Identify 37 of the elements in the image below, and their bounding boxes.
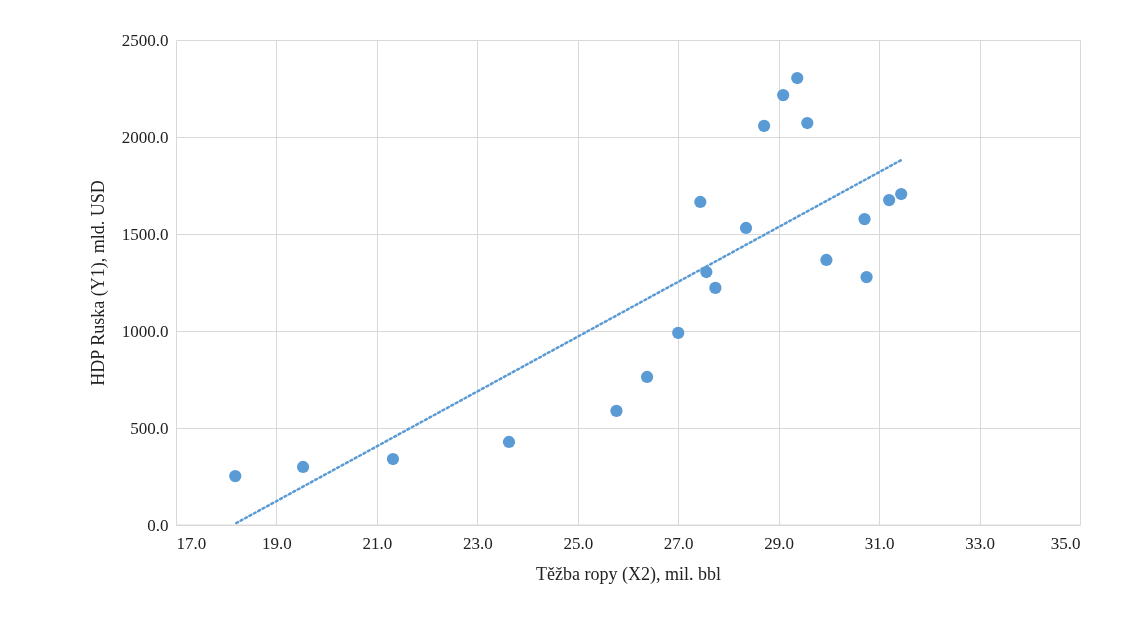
point <box>694 195 707 209</box>
y-tick-label: 500.0 <box>130 418 169 438</box>
x-tick-label: 27.0 <box>663 533 694 553</box>
point <box>858 212 871 226</box>
point <box>739 221 753 235</box>
y-tick-label: 2000.0 <box>121 127 169 147</box>
x-tick-label: 19.0 <box>262 533 292 553</box>
x-tick-label: 25.0 <box>563 533 594 553</box>
point <box>777 88 790 102</box>
point <box>860 270 873 284</box>
y-tick-label: 1500.0 <box>121 224 169 244</box>
point <box>640 370 654 384</box>
point <box>801 116 814 130</box>
point <box>296 460 310 474</box>
x-tick-label: 29.0 <box>764 533 795 553</box>
x-tick-label: 33.0 <box>965 533 995 553</box>
y-axis-title: HDP Ruska (Y1), mld. USD <box>87 180 109 386</box>
point <box>757 119 771 133</box>
point <box>386 452 400 466</box>
point <box>791 71 804 85</box>
point <box>502 435 516 449</box>
x-tick-label: 35.0 <box>1050 533 1081 553</box>
point <box>709 281 722 295</box>
point <box>672 326 685 340</box>
x-tick-label: 31.0 <box>864 533 895 553</box>
point <box>610 404 623 418</box>
x-tick-label: 21.0 <box>362 533 393 553</box>
point <box>820 253 833 267</box>
y-tick-label: 2500.0 <box>121 30 169 50</box>
x-tick-label: 23.0 <box>462 533 493 553</box>
x-tick-label: 17.0 <box>176 533 207 553</box>
point <box>895 187 908 201</box>
y-tick-label: 1000.0 <box>121 321 169 341</box>
point <box>229 470 242 483</box>
x-axis-title: Těžba ropy (X2), mil. bbl <box>536 563 721 585</box>
point <box>883 193 896 207</box>
y-tick-label: 0.0 <box>147 515 169 535</box>
